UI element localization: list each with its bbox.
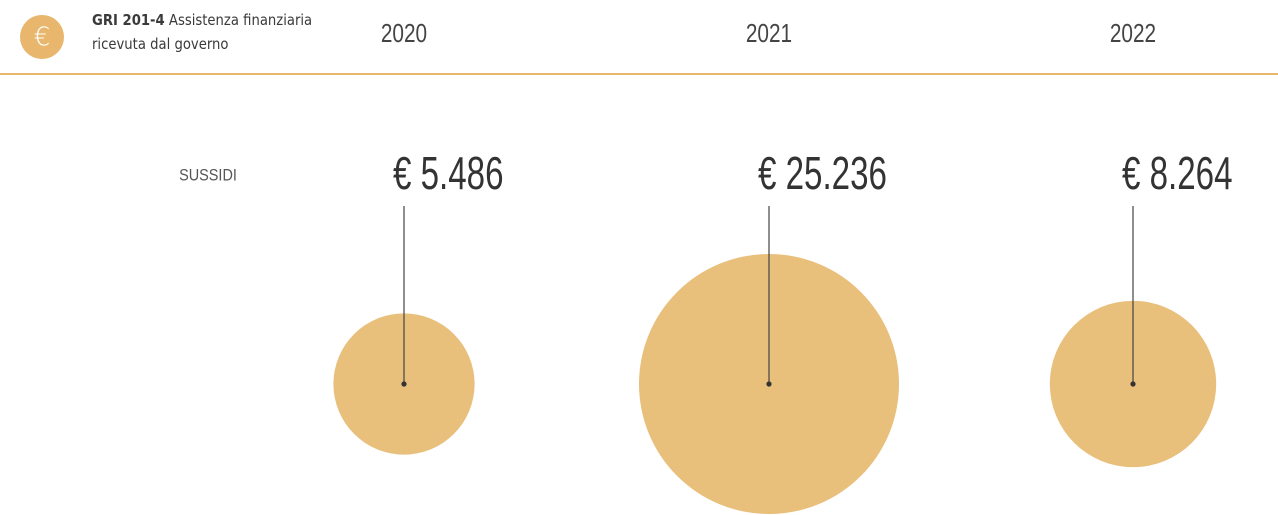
value-label: € 25.236 — [758, 149, 887, 199]
title-block: GRI 201-4 Assistenza finanziaria ricevut… — [92, 8, 321, 56]
leader-dot — [766, 381, 772, 387]
series-label: SUSSIDI — [179, 166, 237, 184]
title: GRI 201-4 — [92, 11, 165, 29]
year-label: 2021 — [746, 19, 792, 48]
value-label: € 8.264 — [1122, 149, 1232, 199]
year-label: 2020 — [381, 19, 427, 48]
subtitle: Assistenza finanziaria ricevuta dal gove… — [92, 11, 313, 53]
icon: € — [34, 23, 51, 53]
value-label: € 5.486 — [393, 149, 503, 199]
leader-dot — [1130, 381, 1136, 387]
year-label: 2022 — [1110, 19, 1156, 48]
icon-badge — [20, 15, 64, 59]
leader-dot — [401, 381, 407, 387]
